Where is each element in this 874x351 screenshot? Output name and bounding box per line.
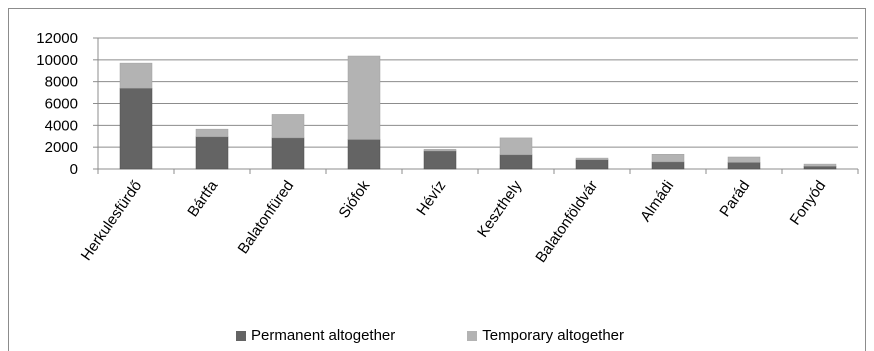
bar-temporary <box>119 62 153 89</box>
x-category-label: Hévíz <box>413 178 449 219</box>
y-tick-label: 6000 <box>45 96 78 113</box>
bar-permanent <box>499 154 533 170</box>
legend-item-temporary: Temporary altogether <box>467 327 624 344</box>
y-tick-label: 8000 <box>45 74 78 91</box>
bar-permanent <box>347 139 381 170</box>
bar-permanent <box>651 161 685 170</box>
x-category-label: Balatonföldvár <box>532 178 601 266</box>
chart-legend: Permanent altogether Temporary altogethe… <box>236 327 696 344</box>
bar-temporary <box>423 149 457 152</box>
y-tick-label: 10000 <box>36 52 78 69</box>
legend-swatch-permanent <box>236 330 246 341</box>
legend-label-temporary: Temporary altogether <box>482 327 625 344</box>
x-category-label: Herkulesfürdő <box>78 178 145 264</box>
x-category-label: Fonyód <box>787 178 830 229</box>
bar-temporary <box>575 157 609 160</box>
bar-temporary <box>347 55 381 140</box>
bar-temporary <box>803 163 837 167</box>
bar-permanent <box>575 159 609 170</box>
bar-permanent <box>271 137 305 170</box>
bar-temporary <box>499 137 533 156</box>
bar-permanent <box>803 166 837 170</box>
bar-temporary <box>195 128 229 138</box>
bar-temporary <box>727 156 761 163</box>
chart-frame <box>8 8 866 351</box>
x-category-label: Bártfa <box>184 177 221 220</box>
x-category-label: Almádi <box>637 178 677 225</box>
y-tick-label: 12000 <box>36 30 78 47</box>
y-tick-label: 2000 <box>45 139 78 156</box>
x-category-label: Keszthely <box>474 177 526 240</box>
bar-permanent <box>727 162 761 170</box>
x-category-label: Parád <box>716 178 753 221</box>
y-tick-label: 4000 <box>45 117 78 134</box>
x-category-label: Siófok <box>335 177 373 221</box>
bar-temporary <box>651 154 685 163</box>
legend-item-permanent: Permanent altogether <box>236 327 395 344</box>
bar-permanent <box>119 87 153 170</box>
legend-swatch-temporary <box>467 330 478 341</box>
y-tick-label: 0 <box>70 161 78 178</box>
bar-permanent <box>423 150 457 170</box>
x-category-label: Balatonfüred <box>235 178 298 257</box>
bar-temporary <box>271 114 305 139</box>
bar-permanent <box>195 136 229 170</box>
legend-label-permanent: Permanent altogether <box>251 327 396 344</box>
